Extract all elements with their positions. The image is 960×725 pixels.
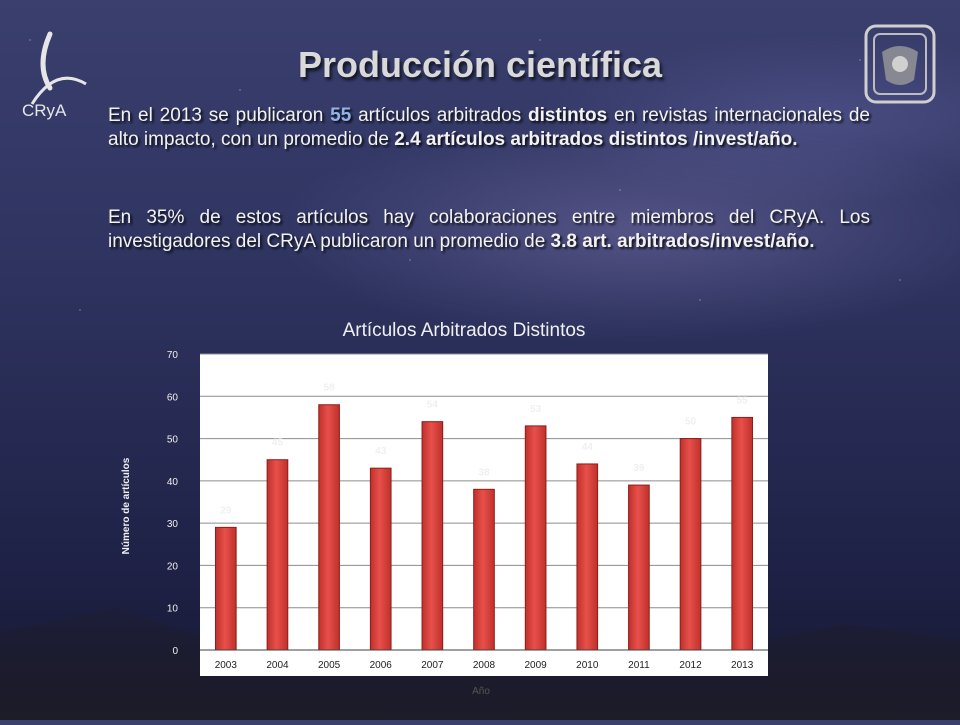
y-tick-label: 70: [167, 350, 179, 361]
x-tick-label: 2006: [370, 660, 393, 671]
p1-text-1: En el 2013 se publicaron: [108, 105, 331, 126]
data-label: 43: [375, 446, 387, 457]
y-tick-label: 20: [167, 561, 179, 572]
y-tick-label: 10: [167, 604, 179, 615]
data-label: 53: [530, 404, 542, 415]
bar: [318, 404, 340, 651]
bar: [576, 463, 599, 651]
x-tick-label: 2013: [731, 660, 754, 671]
y-axis-label: Número de artículos: [121, 457, 132, 554]
bar: [421, 421, 444, 651]
bar: [214, 526, 237, 651]
x-tick-label: 2005: [318, 660, 341, 671]
data-label: 50: [685, 417, 697, 428]
data-label: 44: [582, 442, 594, 453]
y-tick-label: 40: [167, 477, 179, 488]
x-axis-band: [200, 650, 768, 676]
x-tick-label: 2007: [421, 660, 444, 671]
data-label: 38: [478, 467, 490, 478]
bar: [628, 484, 650, 651]
bar: [266, 459, 289, 651]
data-label: 29: [220, 505, 232, 516]
bar: [524, 425, 547, 651]
p1-bold-distintos: distintos: [528, 105, 608, 126]
university-seal-logo: [864, 24, 936, 104]
y-tick-label: 0: [172, 646, 178, 657]
x-tick-label: 2008: [473, 660, 496, 671]
slide-title: Producción científica: [297, 44, 663, 85]
p2-bold-average: 3.8 art. arbitrados/invest/año.: [550, 231, 815, 252]
x-tick-label: 2012: [679, 660, 702, 671]
x-tick-label: 2009: [525, 660, 548, 671]
bar: [369, 467, 392, 651]
y-tick-label: 50: [167, 435, 179, 446]
paragraph-publications-2013: En el 2013 se publicaron 55 artículos ar…: [108, 104, 870, 152]
plot-area: 0 10 20 30 40 50 60 70 29 45 58 43 54 38 53 44 39 50 55 200…: [167, 350, 768, 671]
p2-text-1: En 35% de estos artículos hay colaboraci…: [108, 207, 870, 252]
x-tick-label: 2004: [266, 660, 289, 671]
x-tick-label: 2003: [215, 660, 238, 671]
crya-logo: CRyA: [22, 31, 87, 120]
y-tick-label: 30: [167, 519, 179, 530]
bar: [473, 488, 495, 651]
bar-chart-container: Artículos Arbitrados Distintos 0 10 20 30 40…: [96, 306, 816, 720]
data-label: 45: [272, 438, 284, 449]
data-label: 39: [633, 463, 645, 474]
bar: [679, 438, 702, 651]
bar-chart: Artículos Arbitrados Distintos 0 10 20 30 40…: [121, 320, 768, 697]
data-label: 54: [427, 400, 439, 411]
p1-bold-average: 2.4 artículos arbitrados distintos /inve…: [394, 129, 798, 150]
p1-text-2: artículos arbitrados: [351, 105, 529, 126]
x-tick-label: 2011: [628, 660, 650, 671]
paragraph-collaborations: En 35% de estos artículos hay colaboraci…: [108, 206, 870, 254]
data-label: 55: [737, 395, 749, 406]
bar: [731, 416, 754, 651]
crya-logo-text: CRyA: [22, 101, 67, 120]
chart-title: Artículos Arbitrados Distintos: [343, 320, 586, 341]
p1-text-3: en revistas internacionales de alto impa…: [108, 105, 870, 150]
x-tick-label: 2010: [576, 660, 599, 671]
x-axis-label: Año: [472, 686, 490, 697]
p1-highlight-count: 55: [330, 105, 352, 126]
y-tick-label: 60: [167, 392, 179, 403]
data-label: 58: [324, 383, 336, 394]
